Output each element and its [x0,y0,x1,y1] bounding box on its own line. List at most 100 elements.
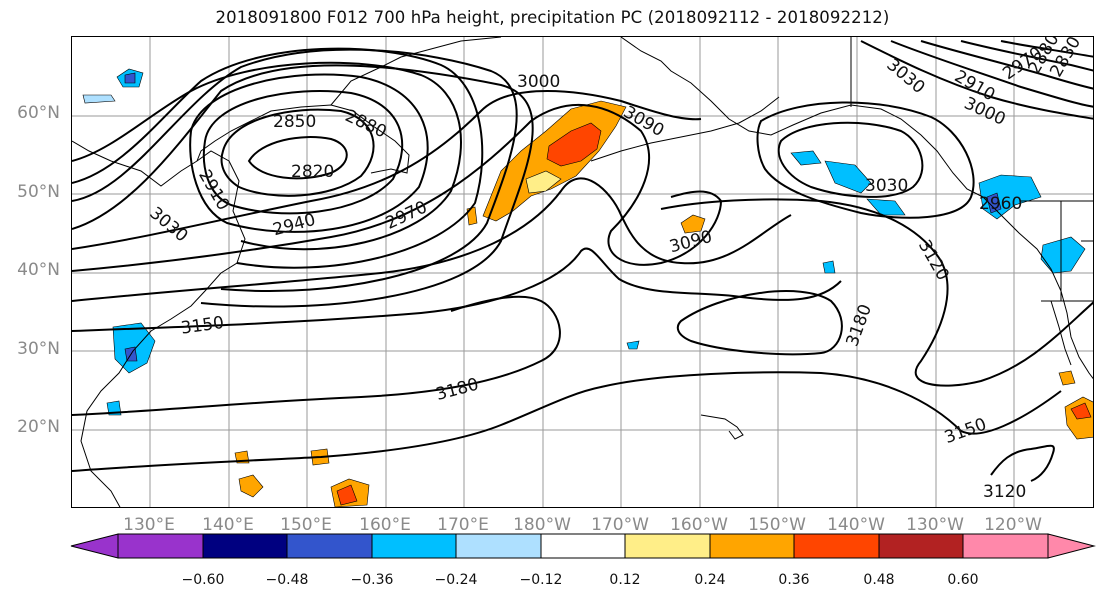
precip-strong-aleutian [546,122,602,167]
contour-label: 2850 [273,112,316,132]
lon-label-140e: 140°E [202,515,254,535]
contour-2820 [247,136,348,180]
colorbar-bin [455,533,542,559]
contour-3120-south [990,444,1055,482]
lon-label-160e: 160°E [359,515,411,535]
precip-light-aleutian [525,170,562,194]
precip-strong-negative-kamchatka [124,72,136,84]
precip-negative-alaska1 [790,150,822,166]
lon-label-160w: 160°W [670,515,728,535]
colorbar-tick: 0.36 [778,572,810,588]
contour-2970 [72,47,484,269]
contour-ne-2 [890,40,1093,108]
map-panel: 3000 2850 2880 2820 2910 3030 2940 2970 … [71,36,1094,508]
colorbar-tick: 0.48 [863,572,895,588]
contour-ne-4 [960,40,1093,72]
colorbar-bin [962,533,1049,559]
precip-positive-baja [1058,370,1076,386]
colorbar-extend-high [1047,533,1096,559]
coast-aleutians [590,96,780,162]
coast-siberia [330,37,502,106]
contour-label: 2820 [291,162,334,182]
precip-strong-mexico [1070,402,1092,420]
contour-label: 3150 [180,313,226,339]
lon-label-150e: 150°E [280,515,332,535]
colorbar-tick: −0.36 [350,572,394,588]
contour-label: 2940 [271,210,318,241]
colorbar-bin [371,533,457,559]
lon-label-180w: 180°W [513,515,571,535]
precip-strong-negative-canada [986,192,1002,214]
lon-label-120w: 120°W [984,515,1042,535]
precip-strong-south4 [336,484,358,506]
map-title: 2018091800 F012 700 hPa height, precipit… [215,8,890,27]
lon-label-130w: 130°W [906,515,964,535]
contour-label: 3090 [667,227,714,258]
contour-3030 [72,64,534,308]
contour-label: 3180 [434,374,481,405]
lon-label-130e: 130°E [123,515,175,535]
precip-negative-alaska3 [866,198,906,216]
contour-3060-alaska [756,101,975,219]
coast-baja [1050,300,1072,366]
colorbar-tick: −0.24 [434,572,478,588]
lat-label-40: 40°N [17,260,60,280]
contour-label: 3000 [517,72,560,92]
lat-label-50: 50°N [17,182,60,202]
coastlines [72,37,1093,507]
precip-positive-3090 [680,214,706,234]
colorbar-tick: 0.24 [694,572,726,588]
coast-alaska [620,37,984,198]
lon-label-150w: 150°W [748,515,806,535]
contour-3120 [72,177,792,302]
colorbar-tick: −0.48 [265,572,309,588]
lon-label-170w: 170°W [591,515,649,535]
contour-3120-east [660,198,1093,387]
colorbar-bin [540,533,626,559]
colorbar-tick: −0.60 [181,572,225,588]
colorbar-bin [117,533,204,559]
contour-label: 3180 [842,302,876,349]
contour-label: 2960 [979,194,1022,214]
contour-label: 3120 [983,482,1026,502]
colorbar-bin [624,533,711,559]
precip-negative-alaska2 [824,160,872,194]
contour-3150-south [72,371,1062,472]
precip-negative-north2 [82,94,116,104]
map-canvas: 3000 2850 2880 2820 2910 3030 2940 2970 … [72,37,1093,507]
contour-2910 [189,73,429,233]
contour-label: 3030 [883,55,929,98]
precipitation-shading [82,68,1093,507]
contour-ne-5 [1000,40,1093,58]
colorbar [70,533,1096,559]
lon-label-170e: 170°E [437,515,489,535]
colorbar-bin [878,533,964,559]
coast-hawaii [700,414,744,440]
precip-positive-dot1 [466,206,478,226]
contour-3090 [72,103,723,272]
precip-negative-west-us [1040,236,1086,274]
contour-3060 [72,90,702,250]
contour-label: 2910 [194,167,233,214]
lat-label-60: 60°N [17,103,60,123]
lat-label-30: 30°N [17,339,60,359]
colorbar-bin [286,533,373,559]
contour-label: 2880 [342,106,390,142]
coast-asia [72,140,246,507]
contour-label: 3120 [914,237,953,284]
colorbar-bin [709,533,795,559]
us-state-lines [1041,201,1093,302]
contour-3180-east [676,290,843,356]
precip-positive-south2 [238,474,264,498]
coast-north-america [982,196,1093,380]
contour-label: 3030 [865,176,908,196]
colorbar-bin [202,533,288,559]
height-contours [72,40,1093,482]
precip-negative-small2 [822,260,836,274]
contour-3180-west [72,295,561,416]
lon-label-140w: 140°W [827,515,885,535]
colorbar-tick: 0.12 [609,572,641,588]
colorbar-bin [793,533,880,559]
contour-ne-3 [920,40,1093,90]
colorbar-extend-low [70,533,119,559]
